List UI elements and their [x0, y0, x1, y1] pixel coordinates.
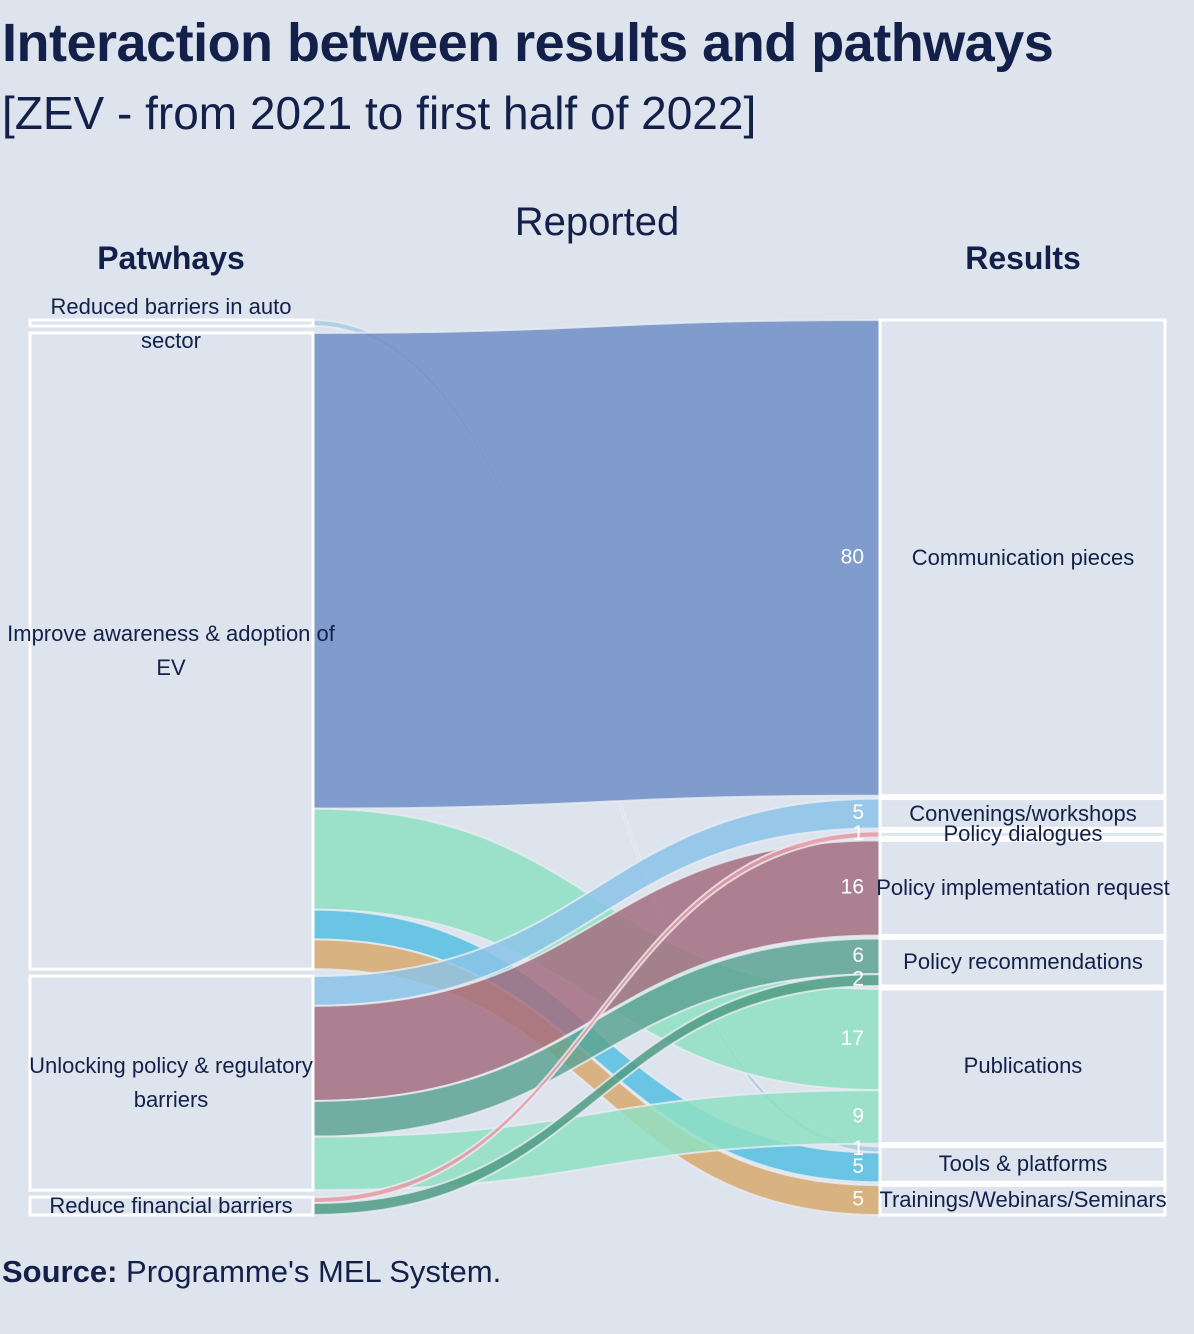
- flow-value: 16: [841, 875, 864, 898]
- right-header: Results: [965, 240, 1081, 276]
- target-node: [878, 838, 1167, 937]
- target-node: [878, 829, 1167, 839]
- flow-value: 5: [852, 1155, 864, 1178]
- flow-value: 5: [852, 1188, 864, 1211]
- flow-value: 17: [841, 1027, 864, 1050]
- source-text: Programme's MEL System.: [126, 1254, 502, 1289]
- subtitle: [ZEV - from 2021 to first half of 2022]: [2, 87, 757, 139]
- target-node: [878, 987, 1167, 1146]
- flow-value: 80: [841, 545, 864, 568]
- flow-value: 6: [852, 944, 864, 967]
- flow: [312, 318, 881, 810]
- source-label: Reduced barriers in auto sector: [50, 294, 292, 353]
- source-label: Improve awareness & adoption of EV: [7, 621, 335, 681]
- target-label: Policy dialogues: [943, 821, 1103, 847]
- left-header: Patwhays: [97, 240, 245, 276]
- target-label: Policy recommendations: [903, 949, 1143, 975]
- source-node: [28, 1195, 315, 1217]
- source-label: Reduce financial barriers: [49, 1193, 293, 1219]
- flow-value: 2: [852, 968, 864, 991]
- source-note: Source: Programme's MEL System.: [2, 1254, 501, 1290]
- source-node: [28, 974, 315, 1192]
- target-label: Tools & platforms: [938, 1151, 1108, 1177]
- target-node: [878, 1183, 1167, 1217]
- target-label: Convenings/workshops: [909, 800, 1137, 826]
- target-node: [878, 936, 1167, 988]
- flow-value: 1: [852, 822, 864, 845]
- target-label: Policy implementation request: [876, 874, 1170, 900]
- target-label: Publications: [963, 1053, 1083, 1079]
- target-label: Trainings/Webinars/Seminars: [879, 1187, 1167, 1213]
- source-node: [28, 318, 315, 328]
- target-label: Communication pieces: [911, 544, 1135, 570]
- flow-value: 1: [852, 1137, 864, 1160]
- target-node: [878, 318, 1167, 798]
- source-label: Unlocking policy & regulatory barriers: [29, 1053, 313, 1113]
- flow-value: 5: [852, 801, 864, 824]
- flow-value: 9: [852, 1104, 864, 1127]
- source-node: [28, 331, 315, 971]
- target-node: [878, 1145, 1167, 1184]
- target-node: [878, 797, 1167, 830]
- chart-title: Reported: [514, 200, 680, 244]
- title: Interaction between results and pathways: [2, 13, 1054, 73]
- source-label: Source:: [2, 1254, 118, 1289]
